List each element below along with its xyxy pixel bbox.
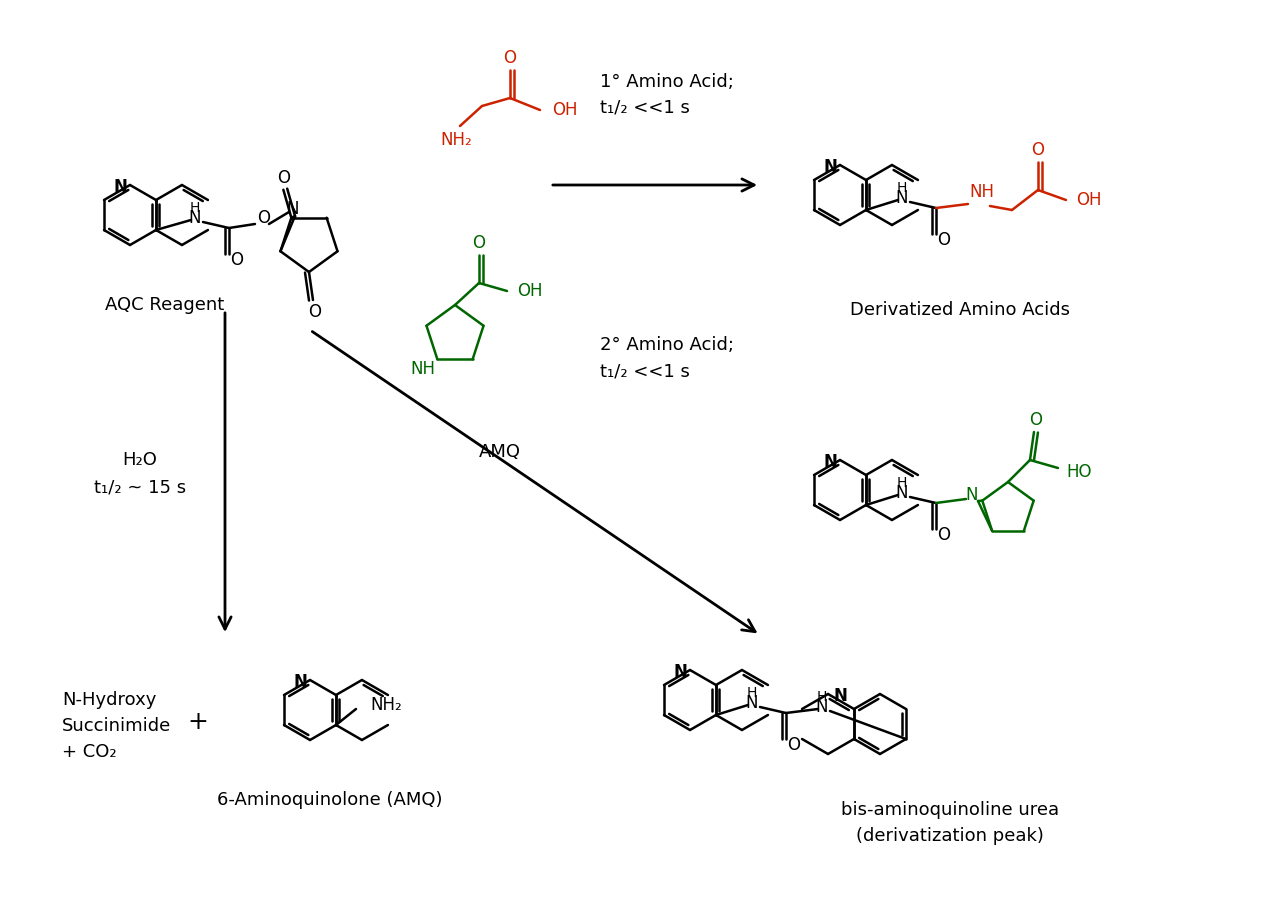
Text: O: O bbox=[938, 231, 950, 249]
Text: O: O bbox=[503, 49, 516, 67]
Text: t₁/₂ <<1 s: t₁/₂ <<1 s bbox=[600, 362, 691, 380]
Text: NH: NH bbox=[970, 183, 995, 201]
Text: N: N bbox=[189, 209, 201, 227]
Text: N: N bbox=[823, 158, 837, 176]
Text: (derivatization peak): (derivatization peak) bbox=[856, 827, 1043, 845]
Text: N-Hydroxy: N-Hydroxy bbox=[62, 691, 157, 709]
Text: AQC Reagent: AQC Reagent bbox=[106, 296, 224, 314]
Text: O: O bbox=[276, 169, 290, 187]
Text: N: N bbox=[833, 687, 847, 705]
Text: t₁/₂ ~ 15 s: t₁/₂ ~ 15 s bbox=[94, 479, 186, 497]
Text: Derivatized Amino Acids: Derivatized Amino Acids bbox=[850, 301, 1070, 319]
Text: N: N bbox=[293, 673, 307, 691]
Text: AMQ: AMQ bbox=[479, 443, 521, 461]
Text: 2° Amino Acid;: 2° Amino Acid; bbox=[600, 336, 734, 354]
Text: N: N bbox=[896, 484, 908, 502]
Text: N: N bbox=[896, 189, 908, 207]
Text: t₁/₂ <<1 s: t₁/₂ <<1 s bbox=[600, 99, 691, 117]
Text: O: O bbox=[1029, 411, 1042, 429]
Text: O: O bbox=[308, 303, 321, 321]
Text: NH₂: NH₂ bbox=[369, 696, 401, 714]
Text: bis-aminoquinoline urea: bis-aminoquinoline urea bbox=[841, 801, 1059, 819]
Text: NH₂: NH₂ bbox=[440, 131, 471, 149]
Text: O: O bbox=[257, 209, 270, 227]
Text: + CO₂: + CO₂ bbox=[62, 743, 117, 761]
Text: H₂O: H₂O bbox=[122, 451, 158, 469]
Text: N: N bbox=[966, 486, 978, 504]
Text: H: H bbox=[897, 476, 907, 490]
Text: 1° Amino Acid;: 1° Amino Acid; bbox=[600, 73, 734, 91]
Text: H: H bbox=[747, 686, 757, 700]
Text: N: N bbox=[113, 178, 127, 196]
Text: Succinimide: Succinimide bbox=[62, 717, 171, 735]
Text: H: H bbox=[190, 201, 200, 215]
Text: O: O bbox=[787, 736, 800, 754]
Text: NH: NH bbox=[412, 360, 436, 379]
Text: N: N bbox=[823, 453, 837, 471]
Text: OH: OH bbox=[1077, 191, 1102, 209]
Text: O: O bbox=[938, 526, 950, 544]
Text: N: N bbox=[745, 694, 758, 712]
Text: O: O bbox=[231, 251, 243, 269]
Text: O: O bbox=[473, 234, 485, 252]
Text: 6-Aminoquinolone (AMQ): 6-Aminoquinolone (AMQ) bbox=[218, 791, 443, 809]
Text: N: N bbox=[673, 663, 687, 681]
Text: H: H bbox=[817, 690, 827, 704]
Text: N: N bbox=[287, 200, 299, 218]
Text: HO: HO bbox=[1066, 463, 1092, 481]
Text: N: N bbox=[815, 698, 828, 716]
Text: +: + bbox=[187, 710, 209, 734]
Text: OH: OH bbox=[552, 101, 577, 119]
Text: OH: OH bbox=[517, 282, 543, 300]
Text: H: H bbox=[897, 181, 907, 195]
Text: O: O bbox=[1032, 141, 1045, 159]
